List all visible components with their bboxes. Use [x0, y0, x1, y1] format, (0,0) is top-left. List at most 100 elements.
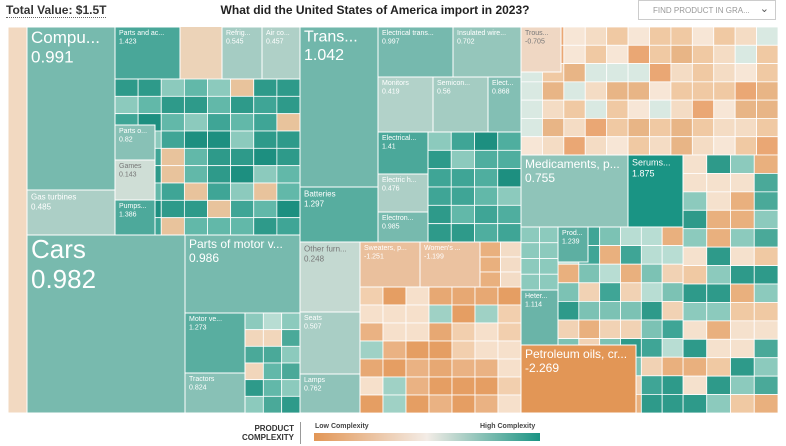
filler-tile [706, 246, 731, 266]
filler-tile [730, 302, 755, 322]
tile-value: 0.997 [382, 39, 400, 46]
filler-tile [405, 394, 430, 414]
legend-title: PRODUCT COMPLEXITY [241, 424, 294, 442]
filler-tile [160, 113, 185, 132]
filler-tile [670, 63, 693, 83]
filler-tile [244, 395, 264, 414]
filler-tile [497, 394, 522, 414]
filler-tile [183, 147, 208, 167]
tile-name: Games [119, 163, 142, 170]
filler-tile [520, 242, 540, 259]
legend-gradient [314, 433, 540, 441]
filler-tile [253, 113, 278, 132]
filler-tile [427, 131, 452, 151]
filler-tile [500, 241, 522, 258]
filler-tile [382, 304, 407, 324]
tile-value: 0.248 [304, 254, 325, 263]
filler-tile [753, 357, 779, 377]
filler-tile [599, 263, 621, 284]
tile [377, 26, 454, 78]
tile-name: Monitors [382, 80, 409, 87]
filler-tile [753, 173, 779, 193]
filler-tile [474, 376, 499, 396]
tile-value: 1.239 [562, 239, 580, 246]
filler-tile [262, 395, 283, 414]
tile-name: Seats [304, 315, 322, 322]
filler-tile [606, 26, 629, 46]
filler-tile [276, 199, 301, 219]
tile-value: 0.868 [492, 89, 510, 96]
filler-tile [230, 130, 255, 149]
filler-tile [670, 44, 693, 64]
filler-tile [427, 186, 452, 206]
filler-tile [627, 118, 650, 138]
search-box[interactable]: FIND PRODUCT IN GRA... ⌄ [638, 0, 776, 20]
filler-tile [640, 338, 663, 358]
tile-name: Lamps [304, 377, 326, 384]
filler-tile [262, 379, 283, 397]
filler-tile [450, 131, 475, 151]
filler-tile [382, 376, 407, 396]
filler-tile [160, 147, 185, 167]
filler-tile [451, 358, 476, 378]
filler-tile [230, 165, 255, 184]
filler-tile [520, 226, 540, 244]
filler-tile [450, 168, 475, 188]
filler-tile [661, 356, 684, 377]
tile [557, 226, 589, 263]
filler-tile [359, 286, 384, 306]
filler-tile [730, 173, 755, 193]
tile-name: Electron... [382, 215, 414, 222]
filler-tile [691, 118, 715, 138]
tile [261, 26, 301, 80]
filler-tile [557, 300, 580, 321]
filler-tile [753, 154, 779, 174]
filler-tile [730, 394, 755, 414]
filler-tile [584, 63, 608, 83]
filler-tile [276, 95, 301, 115]
tile [520, 26, 562, 73]
tile-name: Insulated wire... [457, 30, 506, 37]
filler-tile [359, 376, 384, 396]
tile-value: 1.297 [304, 199, 325, 208]
legend-high: High Complexity [480, 423, 536, 430]
tile-value: 1.273 [189, 325, 207, 332]
filler-tile [276, 217, 301, 236]
filler-tile [734, 118, 757, 138]
filler-tile [756, 99, 779, 119]
filler-tile [649, 136, 672, 156]
chart-title: What did the United States of America im… [220, 3, 530, 17]
filler-tile [756, 26, 779, 46]
tile-value: 1.423 [119, 39, 137, 46]
filler-tile [262, 362, 283, 381]
filler-tile [276, 130, 301, 149]
total-value[interactable]: Total Value: $1.5T [6, 3, 107, 18]
filler-tile [359, 304, 384, 324]
filler-tile [557, 263, 580, 284]
filler-tile [706, 283, 731, 303]
tile-name: Parts o... [119, 128, 147, 135]
filler-tile [706, 338, 731, 359]
filler-tile [207, 217, 232, 236]
filler-tile [497, 168, 522, 188]
filler-tile [706, 302, 731, 322]
filler-tile [691, 99, 715, 119]
filler-tile [661, 300, 684, 321]
filler-tile [359, 340, 384, 360]
filler-tile [563, 99, 586, 119]
filler-tile [713, 136, 736, 156]
filler-tile [730, 154, 755, 174]
filler-tile [730, 375, 755, 395]
tile-name: Cars [31, 234, 86, 264]
tile [487, 76, 522, 133]
filler-tile [584, 26, 608, 46]
filler-tile [451, 304, 476, 324]
filler-tile [682, 338, 708, 359]
filler-tile [706, 173, 731, 193]
filler-tile [207, 95, 232, 115]
filler-tile [281, 345, 301, 364]
filler-tile [183, 78, 208, 97]
filler-tile [753, 191, 779, 211]
filler-tile [276, 147, 301, 167]
filler-tile [730, 228, 755, 248]
